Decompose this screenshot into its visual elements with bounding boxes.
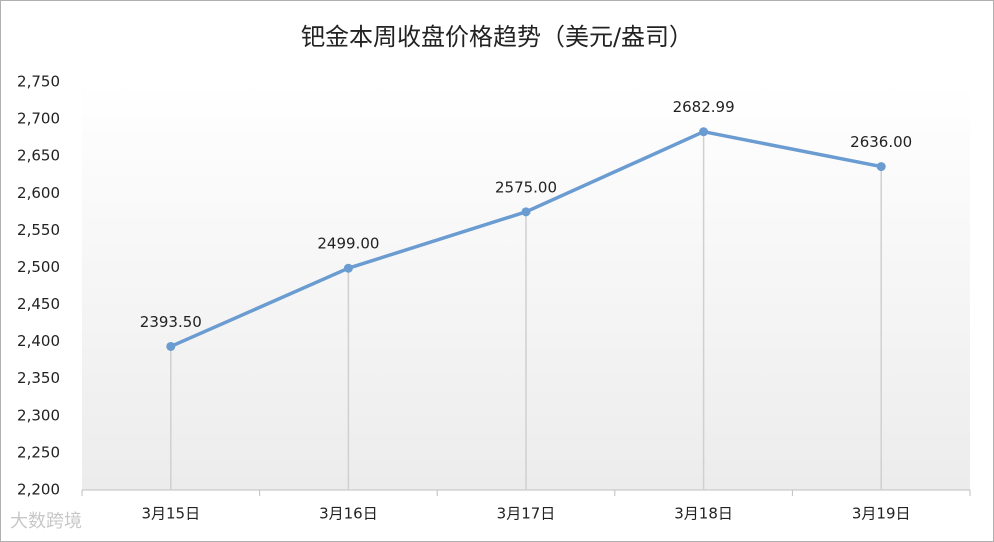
y-tick-label: 2,250 — [17, 443, 60, 461]
chart-title: 钯金本周收盘价格趋势（美元/盎司） — [301, 23, 693, 51]
data-label: 2499.00 — [317, 235, 379, 253]
point — [166, 341, 176, 351]
y-tick-label: 2,600 — [17, 184, 60, 202]
x-tick-label: 3月19日 — [852, 505, 911, 523]
x-tick-label: 3月16日 — [319, 505, 378, 523]
y-tick-label: 2,200 — [17, 481, 60, 499]
x-tick-label: 3月15日 — [141, 505, 200, 523]
data-label: 2393.50 — [140, 313, 202, 331]
point — [876, 162, 886, 172]
y-tick-label: 2,650 — [17, 147, 60, 165]
y-tick-label: 2,700 — [17, 110, 60, 128]
data-label: 2682.99 — [673, 98, 735, 116]
y-tick-label: 2,500 — [17, 258, 60, 276]
point — [699, 127, 709, 137]
watermark: 大数跨境 — [10, 511, 82, 532]
y-tick-label: 2,300 — [17, 406, 60, 424]
data-label: 2636.00 — [850, 133, 912, 151]
y-tick-label: 2,750 — [17, 73, 60, 91]
data-label: 2575.00 — [495, 178, 557, 196]
y-tick-label: 2,450 — [17, 295, 60, 313]
point — [521, 207, 531, 217]
x-tick-label: 3月18日 — [674, 505, 733, 523]
y-tick-label: 2,350 — [17, 369, 60, 387]
y-tick-label: 2,550 — [17, 221, 60, 239]
y-tick-label: 2,400 — [17, 332, 60, 350]
x-tick-label: 3月17日 — [497, 505, 556, 523]
point — [343, 263, 353, 273]
